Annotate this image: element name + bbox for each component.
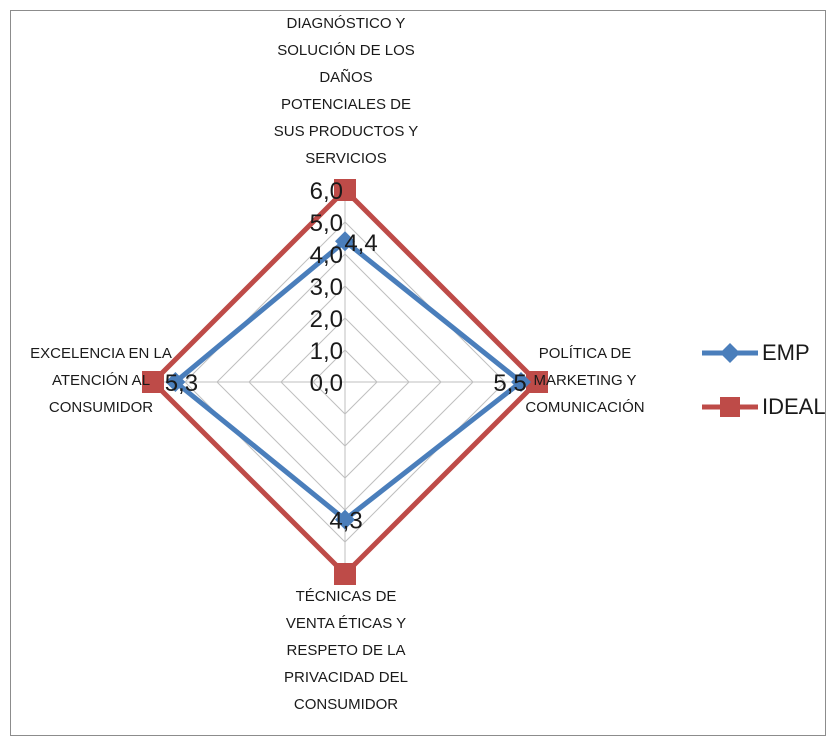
axis-label-diagnostico: DIAGNÓSTICO Y SOLUCIÓN DE LOS DAÑOS POTE… [273,15,419,167]
axis-label-tecnicas: TÉCNICAS DE VENTA ÉTICAS Y RESPETO DE LA… [284,588,408,713]
marker-ideal-0 [334,179,356,201]
marker-ideal-1 [526,371,548,393]
data-label-emp-0: 4,4 [344,230,377,257]
tick-label-4: 4,0 [310,242,343,269]
data-label-emp-1: 5,5 [493,370,526,397]
data-label-emp-2: 4,3 [329,508,362,535]
tick-label-2: 2,0 [310,306,343,333]
legend-marker-ideal [702,397,758,417]
legend-marker-emp [702,343,758,363]
axis-label-excelencia: EXCELENCIA EN LA ATENCIÓN AL CONSUMIDOR [30,345,172,416]
tick-label-0: 0,0 [310,370,343,397]
marker-emp-3 [165,372,186,392]
marker-emp-0 [335,231,355,252]
legend-label-emp: EMP [762,340,810,365]
data-label-emp-3: 5,3 [165,370,198,397]
series-line-emp [171,237,526,523]
marker-ideal-2 [334,563,356,585]
legend-label-ideal: IDEAL [762,394,826,419]
axis-label-politica: POLÍTICA DE MARKETING Y COMUNICACIÓN [525,345,645,416]
tick-label-3: 3,0 [310,274,343,301]
marker-emp-2 [335,509,355,530]
marker-ideal-3 [142,371,164,393]
tick-label-5: 5,0 [310,210,343,237]
tick-label-1: 1,0 [310,338,343,365]
marker-emp-1 [511,372,531,392]
tick-label-6: 6,0 [310,178,343,205]
